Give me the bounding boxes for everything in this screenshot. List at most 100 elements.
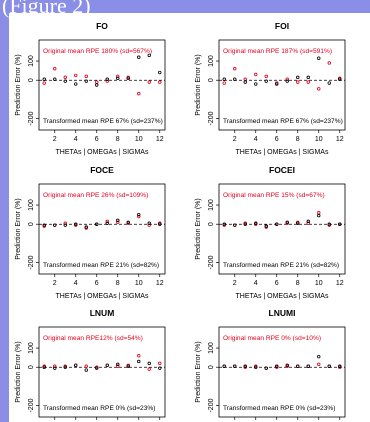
original-rpe-point xyxy=(147,80,151,84)
transformed-rpe-point xyxy=(222,222,226,226)
transformed-rpe-point xyxy=(327,222,331,226)
y-tick-label: -200 xyxy=(208,111,215,125)
y-tick-label: 100 xyxy=(28,199,35,211)
original-rpe-annotation: Original mean RPE 15% (sd=67%) xyxy=(223,192,325,199)
transformed-rpe-point xyxy=(285,363,289,367)
y-tick-label: 0 xyxy=(208,222,215,226)
x-tick-label: 6 xyxy=(95,280,99,287)
original-rpe-point xyxy=(243,77,247,81)
transformed-rpe-point xyxy=(285,220,289,224)
y-tick-label: 100 xyxy=(208,55,215,67)
original-rpe-point xyxy=(116,220,120,224)
transformed-rpe-point xyxy=(126,220,130,224)
x-axis-label: THETAs | OMEGAs | SIGMAs xyxy=(56,293,149,300)
y-axis-label: Prediction Error (%) xyxy=(195,198,202,259)
x-tick-label: 8 xyxy=(296,136,300,143)
x-tick-label: 4 xyxy=(254,280,258,287)
original-rpe-annotation: Original mean RPE 26% (sd=109%) xyxy=(43,192,148,199)
transformed-rpe-point xyxy=(74,82,78,86)
y-tick-label: -200 xyxy=(208,255,215,269)
original-rpe-point xyxy=(42,81,46,85)
transformed-rpe-point xyxy=(275,364,279,368)
plot-frame xyxy=(218,183,346,275)
plot-frame xyxy=(218,326,346,418)
transformed-rpe-point xyxy=(137,212,141,217)
x-tick-label: 12 xyxy=(156,280,164,287)
y-axis-label: Prediction Error (%) xyxy=(195,341,202,402)
transformed-rpe-point xyxy=(285,79,289,83)
y-tick-label: 100 xyxy=(208,342,215,354)
transformed-rpe-point xyxy=(53,77,57,81)
x-tick-label: 6 xyxy=(95,136,99,143)
transformed-rpe-point xyxy=(222,77,226,81)
transformed-rpe-point xyxy=(158,366,162,370)
transformed-rpe-annotation: Transformed mean RPE 0% (sd=23%) xyxy=(223,405,335,412)
transformed-rpe-point xyxy=(338,222,342,226)
transformed-rpe-point xyxy=(147,221,151,225)
transformed-rpe-point xyxy=(254,82,258,86)
x-tick-label: 6 xyxy=(275,136,279,143)
x-tick-label: 4 xyxy=(74,136,78,143)
transformed-rpe-point xyxy=(42,77,46,81)
plot-frame xyxy=(218,39,346,131)
x-tick-label: 2 xyxy=(53,136,57,143)
y-axis-label: Prediction Error (%) xyxy=(15,341,22,402)
x-tick-label: 12 xyxy=(156,136,164,143)
y-tick-label: 0 xyxy=(28,222,35,226)
original-rpe-point xyxy=(327,61,331,65)
transformed-rpe-point xyxy=(158,222,162,226)
original-rpe-point xyxy=(137,91,141,96)
original-rpe-point xyxy=(63,75,67,80)
plot-frame xyxy=(38,326,166,418)
transformed-rpe-point xyxy=(317,56,321,60)
transformed-rpe-point xyxy=(296,75,300,80)
transformed-rpe-point xyxy=(233,364,237,368)
original-rpe-point xyxy=(233,67,237,71)
transformed-rpe-point xyxy=(63,79,67,83)
transformed-rpe-point xyxy=(306,364,310,368)
transformed-rpe-point xyxy=(63,365,67,369)
transformed-rpe-point xyxy=(254,365,258,369)
transformed-rpe-point xyxy=(327,364,331,368)
x-tick-label: 4 xyxy=(74,280,78,287)
transformed-rpe-point xyxy=(306,75,310,80)
original-rpe-point xyxy=(147,367,151,371)
transformed-rpe-point xyxy=(264,224,268,228)
transformed-rpe-point xyxy=(95,222,99,226)
original-rpe-annotation: Original mean RPE 0% (sd=10%) xyxy=(223,335,321,342)
transformed-rpe-point xyxy=(126,364,130,368)
transformed-rpe-point xyxy=(243,364,247,368)
original-rpe-point xyxy=(137,214,141,219)
original-rpe-point xyxy=(84,74,88,79)
transformed-rpe-point xyxy=(306,219,310,224)
transformed-rpe-annotation: Transformed mean RPE 21% (sd=82%) xyxy=(43,262,159,269)
chart-panel-foi: FOI 2 4 6 8 10 12 -200 0 100 THETAs | OMEGAs | SIG… xyxy=(195,21,346,156)
original-rpe-annotation: Original mean RPE 180% (sd=567%) xyxy=(43,48,152,55)
x-tick-label: 10 xyxy=(315,136,323,143)
transformed-rpe-point xyxy=(126,76,130,80)
transformed-rpe-point xyxy=(42,365,46,369)
original-rpe-point xyxy=(222,81,226,85)
transformed-rpe-point xyxy=(116,76,120,80)
y-tick-label: 100 xyxy=(28,55,35,67)
plot-frame xyxy=(38,183,166,275)
transformed-rpe-point xyxy=(233,77,237,81)
chart-title: LNUMI xyxy=(269,308,296,318)
y-tick-label: 0 xyxy=(208,78,215,82)
original-rpe-point xyxy=(285,77,289,81)
original-rpe-point xyxy=(74,73,78,78)
original-rpe-point xyxy=(95,80,99,84)
chart-panel-foce: FOCE 2 4 6 8 10 12 -200 0 100 THETAs | OMEGAs | SI… xyxy=(15,165,166,300)
chart-panel-fo: FO 2 4 6 8 10 12 -200 0 100 THETAs | OMEGAs | SIGM… xyxy=(15,21,166,156)
transformed-rpe-point xyxy=(233,223,237,227)
y-tick-label: 100 xyxy=(208,199,215,211)
chart-title: FOI xyxy=(275,21,289,31)
transformed-rpe-point xyxy=(105,363,109,367)
original-rpe-point xyxy=(296,80,300,84)
original-rpe-annotation: Original mean RPE12% (sd=54%) xyxy=(43,335,143,342)
original-rpe-point xyxy=(158,80,162,84)
transformed-rpe-annotation: Transformed mean RPE 21% (sd=82%) xyxy=(223,262,339,269)
transformed-rpe-point xyxy=(222,364,226,368)
transformed-rpe-point xyxy=(116,362,120,367)
y-tick-label: -200 xyxy=(28,111,35,125)
